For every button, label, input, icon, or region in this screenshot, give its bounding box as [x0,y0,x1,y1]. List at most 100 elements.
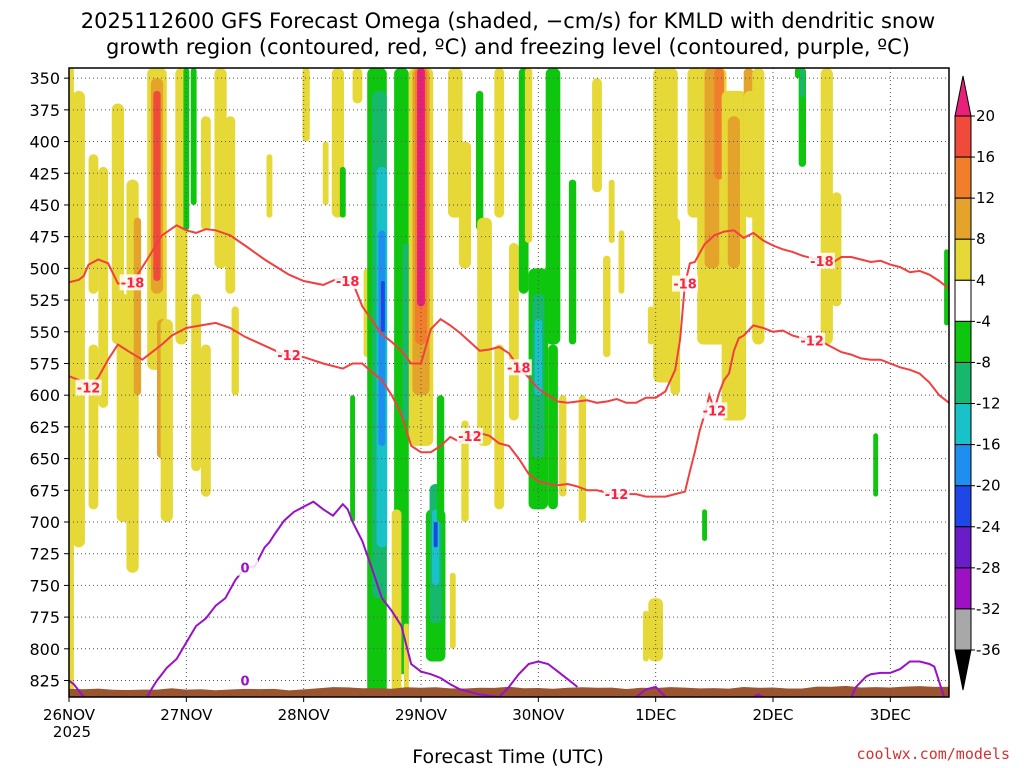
y-tick-label-425: 425 [29,164,60,183]
dgz-label-bg-0-4 [808,252,835,269]
dgz-contour-label-0-1: -18 [336,275,360,290]
omega-cell-8 [133,217,142,396]
omega-cell-59 [524,68,533,244]
y-tick-label-575: 575 [29,354,60,373]
y-tick-label-350: 350 [29,69,60,88]
terrain-area [69,685,949,697]
omega-cell-85 [743,90,764,218]
omega-cell-35 [380,281,385,332]
colorbar-label-12: -32 [976,600,1001,618]
colorbar-bottom-arrow [954,649,972,691]
terrain-fill [69,685,949,697]
colorbar-bin-5 [954,279,972,322]
omega-cell-90 [831,192,842,307]
colorbar-bin-10 [954,485,972,528]
colorbar-bin-1 [954,115,972,158]
colorbar-bin-2 [954,156,972,199]
dgz-contour-label-1-0: -12 [77,382,101,397]
colorbar-label-0: 20 [976,107,995,125]
colorbar-label-4: 4 [976,271,986,289]
omega-cell-43 [403,623,409,697]
y-axis-pressure: 350 375 400 425 450 475 500 525 550 575 600 625 650 6… [29,69,69,691]
x-axis-forecast-time: 26NOV 27NOV 28NOV 29NOV 30NOV 1DEC 2DEC 3DEC [43,697,911,724]
y-tick-label-500: 500 [29,259,60,278]
colorbar-label-3: 8 [976,230,986,248]
omega-cell-52 [461,420,469,522]
colorbar-label-1: 16 [976,148,995,166]
omega-cell-48 [436,395,445,522]
omega-cell-64 [545,68,561,345]
x-tick-label-1DEC: 1DEC [635,706,676,724]
y-tick-label-400: 400 [29,133,60,152]
chart-title-line1: 2025112600 GFS Forecast Omega (shaded, −… [81,9,935,33]
y-tick-label-750: 750 [29,576,60,595]
omega-shading [69,68,949,697]
x-tick-label-27NOV: 27NOV [160,706,213,724]
omega-cell-24 [302,68,310,142]
dgz-contour-label-0-3: -18 [673,278,697,293]
omega-cell-73 [648,598,663,662]
omega-cell-69 [603,255,611,358]
omega-cell-20 [214,68,227,269]
colorbar-bin-7 [954,361,972,405]
omega-cell-22 [231,306,239,396]
freezing-contour-label-1-0: 0 [240,562,249,577]
omega-cell-67 [578,395,586,522]
omega-cell-72 [642,610,649,662]
y-tick-label-475: 475 [29,228,60,247]
colorbar-bin-3 [954,197,972,240]
freezing-contour-0 [69,679,85,697]
omega-cell-18 [201,344,211,497]
grid-lines [68,68,949,697]
omega-cell-53 [476,90,484,231]
colorbar-bin-12 [954,567,972,610]
omega-cell-27 [339,166,346,218]
dgz-label-bg-1-5 [799,332,826,349]
y-tick-label-600: 600 [29,386,60,405]
colorbar-bin-9 [954,444,972,487]
y-tick-label-525: 525 [29,291,60,310]
omega-cell-28 [352,68,363,104]
dgz-label-bg-0-1 [334,273,361,290]
colorbar-label-2: 12 [976,189,995,207]
colorbar-label-8: -16 [976,436,1001,454]
dgz-contour-label-1-3: -12 [605,488,629,503]
dgz-label-bg-1-3 [603,486,630,503]
omega-cell-62 [534,319,542,396]
colorbar-label-6: -8 [976,353,991,371]
omega-cell-70 [608,179,615,244]
y-tick-label-375: 375 [29,101,60,120]
omega-cell-41 [417,68,425,307]
dgz-label-bg-0-2 [505,359,532,376]
omega-cell-80 [714,68,725,180]
omega-cell-47 [433,521,438,548]
y-tick-label-800: 800 [29,640,60,659]
dgz-contour-label-0-0: -18 [121,276,145,291]
dgz-label-bg-1-0 [75,379,102,396]
omega-cell-89 [820,68,833,345]
dgz-contour-label-1-5: -12 [800,335,824,350]
contour-lines: -18 -18 -18 -18 -18 -12 -12 -12 -12 -12 -12 0 0 [69,224,949,697]
omega-cell-88 [799,68,805,98]
y-tick-label-450: 450 [29,196,60,215]
y-tick-label-650: 650 [29,450,60,469]
omega-cell-13 [160,319,173,522]
colorbar-bin-13 [954,608,972,651]
colorbar-label-7: -12 [976,395,1001,413]
omega-cell-91 [873,433,879,497]
colorbar-top-arrow [954,75,972,117]
y-tick-label-550: 550 [29,323,60,342]
omega-cell-15 [183,68,190,231]
omega-cell-29 [350,395,355,522]
y-tick-label-625: 625 [29,418,60,437]
freezing-contour-4 [752,693,764,697]
omega-cell-56 [494,344,505,510]
colorbar-legend: 20 16 12 8 4 -4 -8 -12 -16 -20 -24 -28 -32 -36 [954,75,1001,691]
omega-cell-66 [568,179,577,345]
dgz-contour-label-1-4: -12 [703,404,727,419]
dgz-label-bg-0-0 [119,274,146,291]
omega-cell-23 [266,154,273,218]
colorbar-label-11: -28 [976,559,1001,577]
colorbar-label-5: -4 [976,312,991,330]
